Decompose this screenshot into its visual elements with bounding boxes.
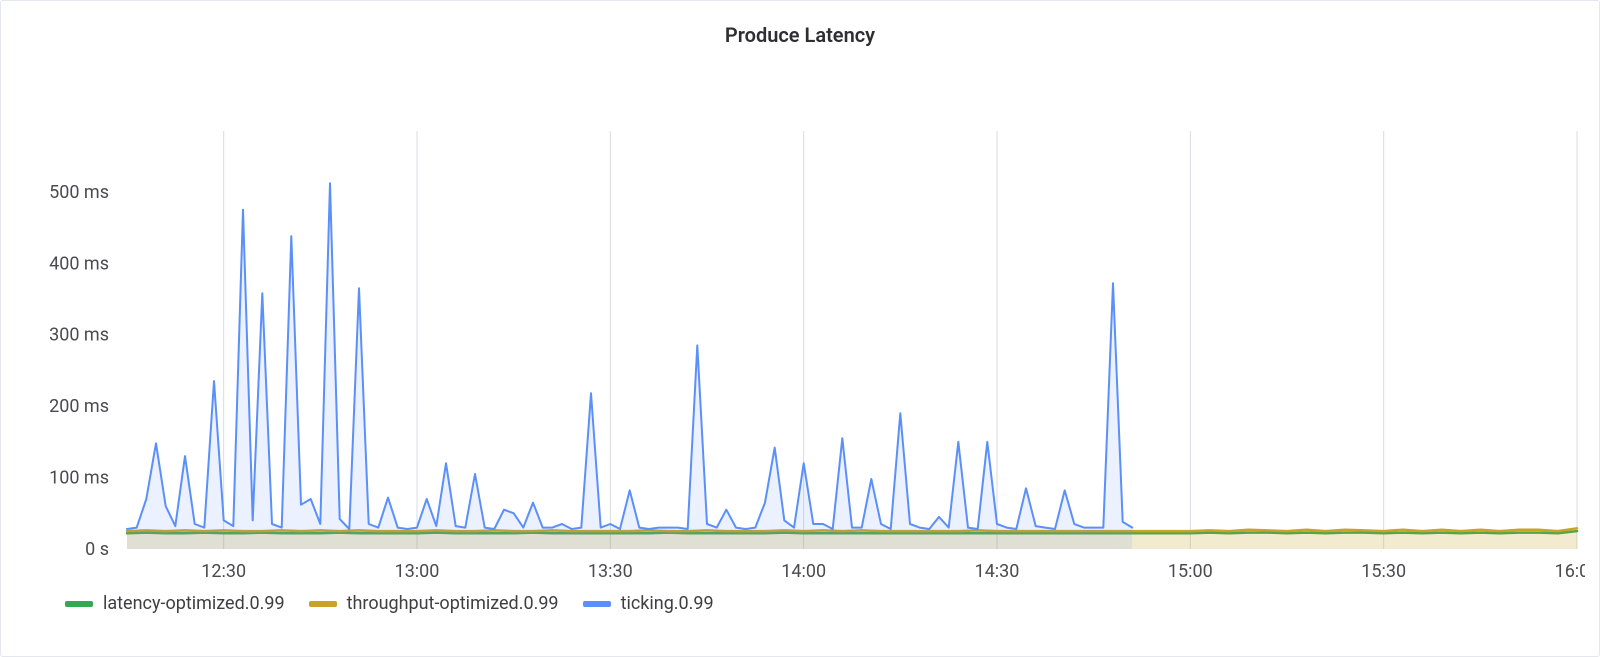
- svg-text:400 ms: 400 ms: [49, 253, 109, 274]
- legend-item[interactable]: ticking.0.99: [583, 593, 714, 614]
- svg-text:500 ms: 500 ms: [49, 182, 109, 203]
- legend: latency-optimized.0.99 throughput-optimiz…: [17, 593, 1583, 614]
- svg-text:200 ms: 200 ms: [49, 396, 109, 417]
- legend-swatch: [309, 601, 337, 607]
- latency-chart-panel: Produce Latency 0 s 100 ms 200 ms 300 ms 400…: [0, 0, 1600, 657]
- legend-label: throughput-optimized.0.99: [347, 593, 559, 614]
- svg-text:16:00: 16:00: [1555, 561, 1585, 582]
- svg-text:15:30: 15:30: [1361, 561, 1406, 582]
- svg-text:300 ms: 300 ms: [49, 325, 109, 346]
- legend-swatch: [583, 601, 611, 607]
- legend-item[interactable]: latency-optimized.0.99: [65, 593, 285, 614]
- svg-text:13:00: 13:00: [395, 561, 440, 582]
- svg-text:100 ms: 100 ms: [49, 468, 109, 489]
- panel-title: Produce Latency: [17, 23, 1583, 47]
- svg-text:14:30: 14:30: [975, 561, 1020, 582]
- legend-swatch: [65, 601, 93, 607]
- legend-item[interactable]: throughput-optimized.0.99: [309, 593, 559, 614]
- legend-label: latency-optimized.0.99: [103, 593, 285, 614]
- latency-line-chart: 0 s 100 ms 200 ms 300 ms 400 ms 500 ms 12:30 13…: [17, 51, 1585, 591]
- chart-area: 0 s 100 ms 200 ms 300 ms 400 ms 500 ms 12:30 13…: [17, 51, 1583, 591]
- legend-label: ticking.0.99: [621, 593, 714, 614]
- svg-text:14:00: 14:00: [781, 561, 826, 582]
- svg-text:12:30: 12:30: [201, 561, 246, 582]
- svg-text:15:00: 15:00: [1168, 561, 1213, 582]
- svg-text:0 s: 0 s: [85, 539, 109, 560]
- svg-text:13:30: 13:30: [588, 561, 633, 582]
